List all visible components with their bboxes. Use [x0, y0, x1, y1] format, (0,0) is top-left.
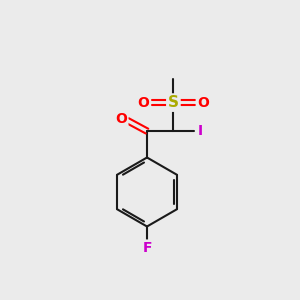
- Text: F: F: [142, 241, 152, 255]
- Text: O: O: [137, 96, 149, 110]
- Text: I: I: [198, 124, 203, 138]
- Text: O: O: [115, 112, 127, 126]
- Text: O: O: [197, 96, 209, 110]
- Text: S: S: [168, 95, 179, 110]
